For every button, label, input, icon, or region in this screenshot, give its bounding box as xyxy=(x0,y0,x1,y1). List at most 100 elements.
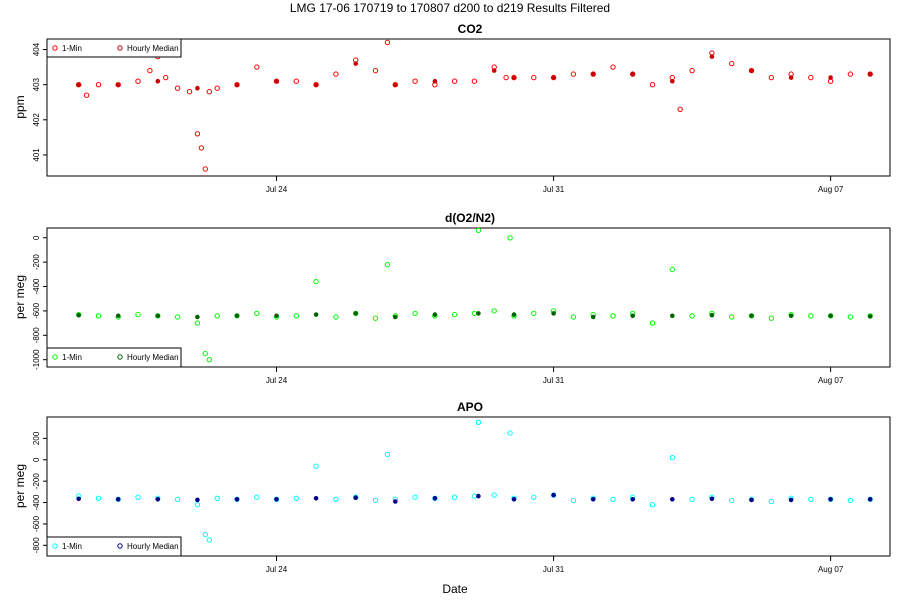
panel-apo-minute-point xyxy=(689,496,695,502)
panel-o2n2-hourly-point xyxy=(274,313,279,319)
panel-o2n2-x-tick-label: Aug 07 xyxy=(818,376,844,385)
panel-o2n2-y-tick-label: -1000 xyxy=(32,349,41,370)
panel-o2n2-minute-point xyxy=(214,313,220,319)
panel-co2-minute-point xyxy=(372,67,379,74)
panel-o2n2-minute-point xyxy=(412,310,418,317)
panel-o2n2-hourly-point xyxy=(670,313,675,319)
panel-co2-minute-point xyxy=(206,89,213,95)
panel-o2n2-minute-point xyxy=(451,311,458,318)
panel-co2-ylabel: ppm xyxy=(13,95,27,118)
panel-co2-minute-point xyxy=(83,92,90,98)
panel-co2-title: CO2 xyxy=(458,22,483,36)
panel-apo-plot-frame xyxy=(46,416,891,557)
panel-apo-minute-point xyxy=(847,497,854,504)
panel-o2n2-y-tick-label: -800 xyxy=(32,327,41,344)
panel-co2-minute-point xyxy=(649,82,656,88)
panel-co2-hourly-point xyxy=(828,75,833,80)
panel-co2-hourly-point xyxy=(867,71,873,77)
panel-co2-minute-point xyxy=(293,78,299,84)
panel-co2-minute-point xyxy=(135,78,141,84)
panel-apo-minute-point xyxy=(491,492,497,498)
panel-o2n2-hourly-point xyxy=(867,314,873,319)
panel-apo-legend-marker-hourly xyxy=(117,543,123,549)
panel-o2n2-y-tick-label: -400 xyxy=(32,278,41,295)
panel-apo-minute-point xyxy=(293,495,299,501)
panel-o2n2-minute-point xyxy=(847,314,854,320)
panel-apo-minute-point xyxy=(729,497,735,504)
panel-o2n2-ylabel: per meg xyxy=(13,275,27,319)
panel-co2-minute-point xyxy=(768,74,774,81)
panel-apo-minute-point xyxy=(174,496,181,502)
panel-o2n2-hourly-point xyxy=(432,312,438,317)
panel-o2n2-minute-point xyxy=(491,308,497,314)
panel-apo-hourly-point xyxy=(393,499,398,504)
panel-o2n2-minute-point xyxy=(95,313,102,319)
panel-co2-y-tick-label: 404 xyxy=(32,42,41,56)
panel-co2-minute-point xyxy=(610,64,616,70)
panel-o2n2-hourly-point xyxy=(788,313,794,319)
panel-o2n2-hourly-point xyxy=(511,312,517,317)
panel-co2-points xyxy=(76,39,873,172)
panel-co2-hourly-point xyxy=(630,71,636,77)
panel-apo-y-tick-label: 200 xyxy=(32,431,41,445)
figure-title: LMG 17-06 170719 to 170807 d200 to d219 … xyxy=(290,1,610,15)
panel-apo-x-tick-label: Jul 24 xyxy=(266,565,288,574)
panel-o2n2-minute-point xyxy=(206,357,213,363)
panel-co2-minute-point xyxy=(174,85,181,91)
panel-o2n2-minute-point xyxy=(689,313,695,319)
panel-o2n2-minute-point xyxy=(372,315,379,321)
panel-co2-minute-point xyxy=(471,78,478,84)
panel-apo-xaxis: Jul 24 Jul 31 Aug 07 xyxy=(266,556,844,574)
panel-apo-hourly-point xyxy=(867,497,873,502)
panel-o2n2-minute-point xyxy=(507,235,513,241)
panel-co2-hourly-point xyxy=(432,78,438,84)
panel-co2-minute-point xyxy=(384,39,391,46)
panel-o2n2-minute-point xyxy=(729,314,735,320)
panel-apo-minute-point xyxy=(95,495,102,501)
panel-apo-minute-point xyxy=(808,496,814,502)
panel-o2n2-minute-point xyxy=(254,310,260,317)
panel-o2n2-hourly-point xyxy=(476,311,481,316)
panel-o2n2-hourly-point xyxy=(709,312,715,318)
panel-o2n2-y-tick-label: -200 xyxy=(32,254,41,271)
panel-co2-legend-box xyxy=(46,38,182,58)
panel-apo-hourly-point xyxy=(709,496,715,502)
panel-apo-hourly-point xyxy=(476,493,481,499)
panel-apo-yaxis: -800 -600 -400 -200 0 200 xyxy=(32,431,47,553)
panel-o2n2-legend-box xyxy=(46,347,182,368)
panel-o2n2-hourly-point xyxy=(76,312,81,318)
panel-co2-legend-label-hourly: Hourly Median xyxy=(127,44,179,53)
panel-o2n2-minute-point xyxy=(194,320,201,326)
panel-apo-ylabel: per meg xyxy=(13,464,27,508)
panel-co2-hourly-point xyxy=(590,71,596,77)
panel-apo-hourly-point xyxy=(788,497,794,503)
panel-apo-minute-point xyxy=(206,537,213,543)
x-axis-label: Date xyxy=(442,582,468,596)
panel-co2-legend: 1-Min Hourly Median xyxy=(46,38,182,58)
panel-apo-minute-point xyxy=(451,494,458,500)
panel-co2-y-tick-label: 402 xyxy=(32,113,41,127)
panel-o2n2-minute-point xyxy=(475,227,482,234)
panel-apo-minute-point xyxy=(471,493,478,499)
panel-co2-minute-point xyxy=(214,85,220,91)
panel-co2-y-tick-label: 403 xyxy=(32,77,41,91)
panel-apo-x-tick-label: Aug 07 xyxy=(818,565,844,574)
panel-o2n2-minute-point xyxy=(135,311,141,318)
panel-apo-hourly-point xyxy=(274,497,279,502)
panel-apo-minute-point xyxy=(194,502,201,508)
panel-o2n2-y-tick-label: 0 xyxy=(32,235,41,240)
panel-co2-hourly-point xyxy=(788,75,794,80)
panel-o2n2-hourly-point xyxy=(234,313,240,319)
panel-apo-minute-point xyxy=(507,430,513,436)
panel-co2-hourly-point xyxy=(155,78,161,84)
panel-apo-hourly-point xyxy=(195,497,200,503)
panel-apo-minute-point xyxy=(412,494,418,500)
panel-apo-y-tick-label: 0 xyxy=(32,457,41,462)
panel-apo-hourly-point xyxy=(313,496,319,501)
panel-co2: CO2 ppm Jul 24 Jul 31 Aug 07 401402403404 … xyxy=(13,22,891,194)
panel-apo-minute-point xyxy=(649,502,656,508)
panel-co2-minute-point xyxy=(202,166,209,172)
panel-o2n2-xaxis: Jul 24 Jul 31 Aug 07 xyxy=(266,367,844,385)
panel-o2n2-minute-point xyxy=(174,314,181,320)
